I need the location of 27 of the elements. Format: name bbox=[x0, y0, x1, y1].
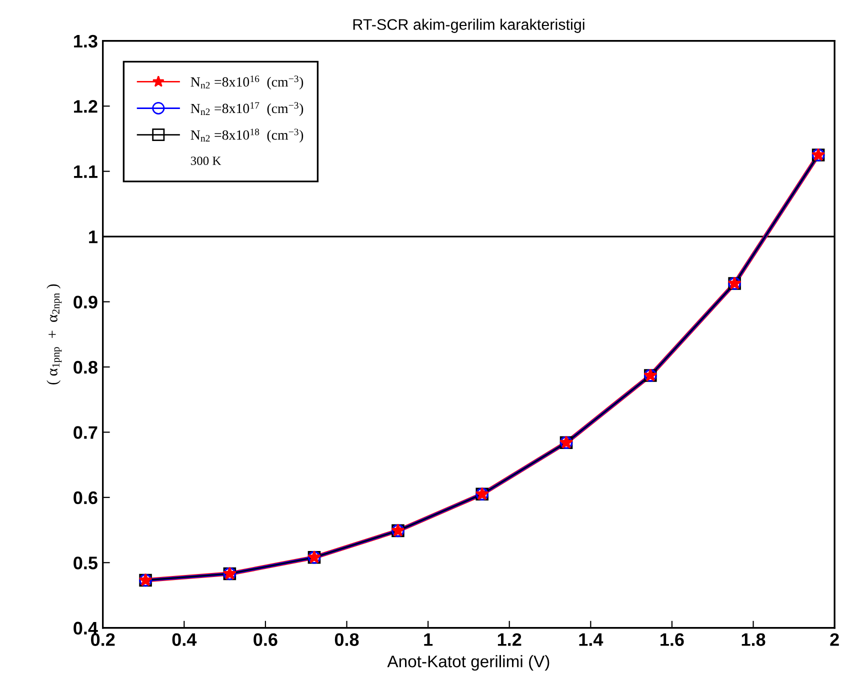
x-tick-label: 2 bbox=[830, 633, 839, 646]
y-tick-label: 1.1 bbox=[74, 165, 98, 178]
legend-label: N$_{n2}$ =8x10$^{18}$ (cm$^{−3}$) bbox=[190, 128, 304, 143]
x-tick-label: 1 bbox=[424, 633, 433, 646]
y-tick-label: 1 bbox=[89, 230, 98, 244]
legend-label: N$_{n2}$ =8x10$^{17}$ (cm$^{−3}$) bbox=[190, 102, 304, 116]
x-tick-label: 1.4 bbox=[579, 633, 604, 646]
x-tick-label: 0.6 bbox=[254, 633, 278, 646]
y-axis-title: ( α$_{1pnp}$ + α$_{2npn}$ ) bbox=[46, 284, 62, 384]
x-tick-label: 1.6 bbox=[660, 633, 684, 646]
y-tick-label: 1.3 bbox=[74, 34, 98, 48]
annotation: 300 K bbox=[190, 156, 222, 166]
y-tick-label: 0.9 bbox=[74, 296, 98, 308]
chart-title: RT-SCR akim-gerilim karakteristigi bbox=[353, 18, 584, 33]
legend-label: N$_{n2}$ =8x10$^{16}$ (cm$^{−3}$) bbox=[190, 76, 304, 90]
y-tick-label: 0.8 bbox=[74, 360, 98, 374]
y-tick-label: 0.5 bbox=[74, 556, 98, 570]
y-tick-label: 0.6 bbox=[74, 491, 98, 504]
x-tick-label: 1.8 bbox=[742, 633, 766, 646]
x-axis-title: Anot-Katot gerilimi (V) bbox=[387, 655, 550, 671]
x-tick-label: 0.2 bbox=[91, 633, 115, 646]
x-tick-label: 0.4 bbox=[172, 633, 197, 646]
y-tick-label: 0.4 bbox=[74, 622, 98, 635]
y-tick-label: 1.2 bbox=[74, 100, 98, 113]
x-tick-label: 0.8 bbox=[334, 633, 359, 646]
y-tick-label: 0.7 bbox=[74, 426, 98, 439]
x-tick-label: 1.2 bbox=[498, 633, 522, 646]
